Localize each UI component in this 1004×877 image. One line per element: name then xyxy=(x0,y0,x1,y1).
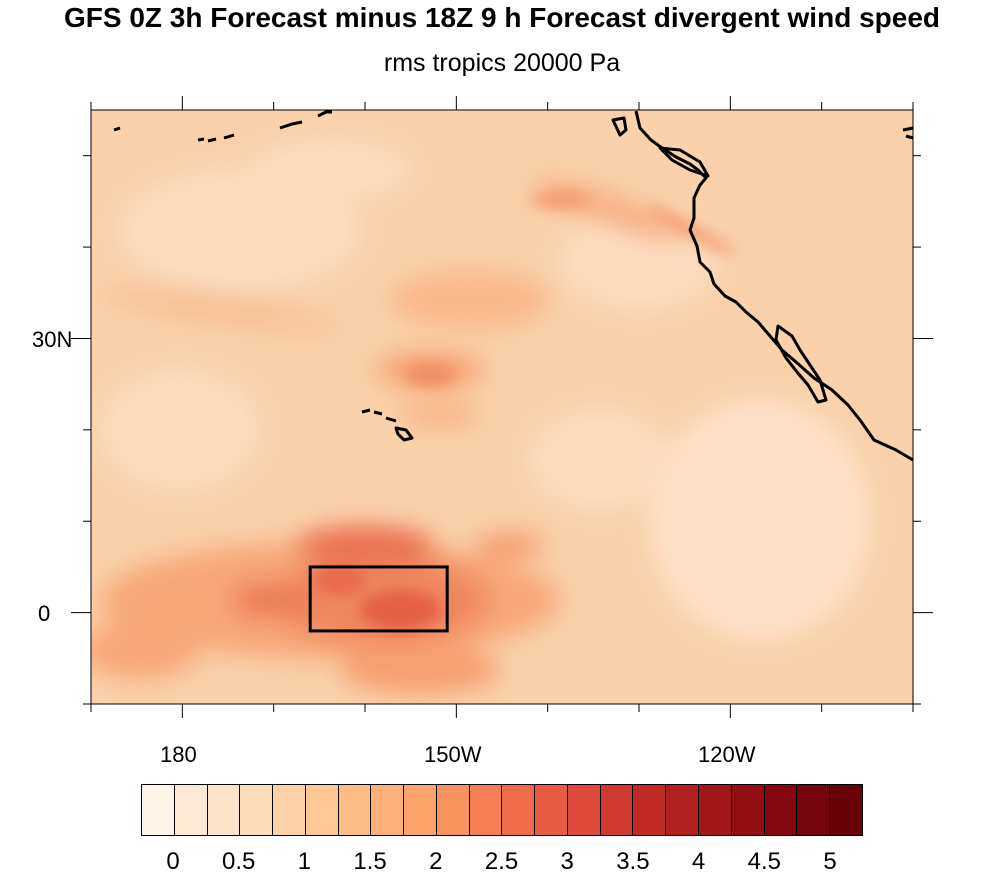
baja-peninsula xyxy=(774,324,828,404)
colorbar-swatch xyxy=(436,785,470,835)
colorbar-swatch xyxy=(469,785,503,835)
colorbar-swatch xyxy=(731,785,765,835)
lat-label-30n: 30N xyxy=(32,327,73,352)
colorbar-label: 2.5 xyxy=(484,848,519,875)
colorbar-swatch xyxy=(207,785,241,835)
lon-label-120w: 120W xyxy=(698,742,756,767)
colorbar-label: 4.5 xyxy=(747,848,781,875)
colorbar-swatch xyxy=(797,785,831,835)
colorbar-label: 1.5 xyxy=(353,848,387,875)
colorbar-swatch xyxy=(600,785,634,835)
colorbar-swatch xyxy=(633,785,667,835)
hawaii-islands xyxy=(361,408,414,442)
colorbar-swatch xyxy=(404,785,437,835)
alaska-corner xyxy=(902,126,914,140)
lon-label-180: 180 xyxy=(160,742,197,767)
colorbar-swatch xyxy=(142,785,175,835)
colorbar-label: 5 xyxy=(823,848,837,875)
aleutian-islands xyxy=(113,110,332,143)
colorbar-swatch xyxy=(764,785,798,835)
colorbar-swatch xyxy=(666,785,700,835)
colorbar-label: 2 xyxy=(429,848,443,875)
colorbar-swatch xyxy=(240,785,274,835)
field-layer xyxy=(91,110,913,704)
colorbar xyxy=(141,784,863,836)
colorbar-swatch xyxy=(305,785,339,835)
puget-inlet xyxy=(658,146,710,178)
colorbar-swatch xyxy=(174,785,208,835)
region-box xyxy=(308,565,449,633)
vancouver-island xyxy=(611,116,628,137)
colorbar-swatch xyxy=(830,785,862,835)
colorbar-swatch xyxy=(699,785,732,835)
tick-marks xyxy=(71,96,933,718)
colorbar-swatch xyxy=(502,785,536,835)
plot-frame xyxy=(90,109,914,705)
lon-label-150w: 150W xyxy=(424,742,482,767)
chart-subtitle: rms tropics 20000 Pa xyxy=(383,49,621,77)
colorbar-swatch xyxy=(535,785,568,835)
lat-label-0: 0 xyxy=(38,601,51,626)
north-america-coast xyxy=(634,110,914,462)
colorbar-swatch xyxy=(371,785,405,835)
colorbar-swatch xyxy=(567,785,601,835)
colorbar-label: 0.5 xyxy=(222,848,256,875)
coastlines xyxy=(113,110,914,462)
colorbar-label: 3.5 xyxy=(616,848,650,875)
colorbar-swatch xyxy=(273,785,306,835)
colorbar-label: 3 xyxy=(560,848,574,875)
colorbar-label: 0 xyxy=(166,848,180,875)
colorbar-label: 4 xyxy=(691,848,706,875)
chart-title: GFS 0Z 3h Forecast minus 18Z 9 h Forecas… xyxy=(63,2,940,33)
field-smooth-patches xyxy=(91,140,870,695)
colorbar-label: 1 xyxy=(297,848,312,875)
colorbar-swatch xyxy=(338,785,372,835)
